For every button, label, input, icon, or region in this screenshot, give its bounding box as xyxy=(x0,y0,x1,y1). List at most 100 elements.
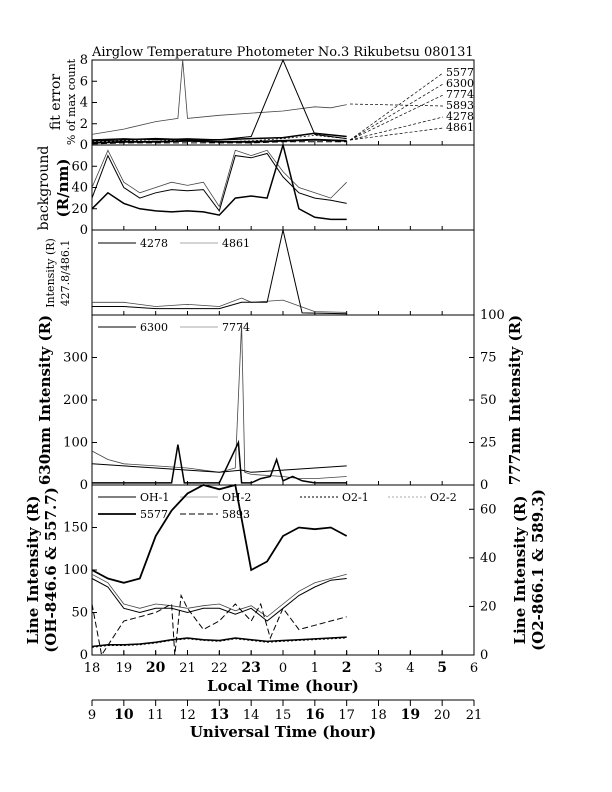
series-line-7774 xyxy=(91,463,347,473)
y2-tick-label: 0 xyxy=(480,478,488,493)
local-tick-label: 23 xyxy=(241,660,260,676)
ylabel-fit-error: fit error xyxy=(48,74,64,131)
ut-tick-label: 16 xyxy=(305,707,324,723)
local-tick-label: 3 xyxy=(374,661,382,676)
y-tick-label: 0 xyxy=(80,138,88,153)
local-tick-label: 5 xyxy=(437,660,447,676)
legend-fit-4861: 4861 xyxy=(446,121,474,134)
series-line-5577 xyxy=(91,483,348,584)
y2-tick-label: 25 xyxy=(480,436,497,451)
ut-tick-label: 18 xyxy=(370,708,387,723)
y-tick-label: 100 xyxy=(63,436,88,451)
ut-label: Universal Time (hour) xyxy=(190,723,376,741)
legend-line-intensity: OH-1 OH-2 O2-1 O2-2 5577 5893 xyxy=(98,491,457,521)
series-line-OH-1 xyxy=(91,573,347,618)
series-line-s0 xyxy=(91,59,347,135)
y-tick-label: 6 xyxy=(80,74,88,89)
legend-fit-leader-5577 xyxy=(349,72,444,141)
legend-label-5893: 5893 xyxy=(222,508,250,521)
local-time-label: Local Time (hour) xyxy=(207,677,359,695)
series-line-4278 xyxy=(92,297,347,313)
ylabel-line-intensity: Line Intensity (R) xyxy=(24,496,42,645)
local-tick-label: 4 xyxy=(406,661,414,676)
legend-fit-leader-7774 xyxy=(349,94,444,141)
ut-tick-label: 13 xyxy=(210,707,229,723)
y-tick-label: 0 xyxy=(80,648,88,663)
y-tick-label: 20 xyxy=(71,202,88,217)
panel-630-777-frame xyxy=(91,314,475,486)
y2-tick-label: 100 xyxy=(480,308,505,323)
series-line-OH-2 xyxy=(91,578,347,622)
series-line-s0 xyxy=(91,149,347,208)
series-line-O2-1 xyxy=(91,636,347,648)
legend-fit-7774: 7774 xyxy=(446,88,474,101)
legend-fit-leader-6300 xyxy=(349,83,444,141)
y2-tick-label: 40 xyxy=(480,551,497,566)
legend-label-4278: 4278 xyxy=(140,237,168,250)
ut-tick-label: 9 xyxy=(88,708,96,723)
local-tick-label: 1 xyxy=(311,661,319,676)
local-tick-label: 6 xyxy=(470,661,478,676)
y2-tick-label: 50 xyxy=(480,393,497,408)
chart-title: Airglow Temperature Photometer No.3 Riku… xyxy=(91,45,474,60)
ut-tick-label: 11 xyxy=(147,708,164,723)
y-tick-label: 150 xyxy=(63,521,88,536)
series-line-s3 xyxy=(91,134,347,143)
legend-fit-leader-4278 xyxy=(349,116,444,141)
series-line-s2 xyxy=(92,439,347,484)
legend-label-7774: 7774 xyxy=(222,321,250,334)
legend-fit-4278: 4278 xyxy=(446,110,474,123)
ylabel-intensity-4278: Intensity (R) xyxy=(44,238,57,308)
series-line-s5 xyxy=(91,141,347,145)
legend-fit-error: 5577 6300 7774 5893 4278 4861 xyxy=(349,66,474,141)
series-line-s1 xyxy=(91,152,347,213)
ylabel2-intensity-4278: 427.8/486.1 xyxy=(59,240,72,307)
ylabel-630: 630nm Intensity (R) xyxy=(36,315,54,485)
legend-fit-5893: 5893 xyxy=(446,99,474,112)
series-line-O2-2 xyxy=(91,637,347,648)
legend-fit-5577: 5577 xyxy=(446,66,474,79)
legend-label-5577: 5577 xyxy=(140,508,168,521)
series-line-s2 xyxy=(91,132,347,142)
local-tick-label: 2 xyxy=(342,660,352,676)
series-line-4861 xyxy=(92,229,347,315)
series-line-s4 xyxy=(91,138,347,144)
legend-label-o22: O2-2 xyxy=(430,491,457,504)
series-line-6300 xyxy=(91,323,347,480)
y-tick-label: 50 xyxy=(71,606,88,621)
ylabel-777: 777nm Intensity (R) xyxy=(506,315,524,485)
legend-label-oh1: OH-1 xyxy=(140,491,169,504)
ut-tick-label: 20 xyxy=(434,708,451,723)
y2-tick-label: 75 xyxy=(480,351,497,366)
panel-background-frame xyxy=(91,144,475,231)
legend-label-6300: 6300 xyxy=(140,321,168,334)
y-tick-label: 300 xyxy=(63,351,88,366)
y-tick-label: 8 xyxy=(80,53,88,68)
legend-label-4861: 4861 xyxy=(222,237,250,250)
y-tick-label: 0 xyxy=(80,478,88,493)
legend-label-oh2: OH-2 xyxy=(222,491,251,504)
y2-tick-label: 20 xyxy=(480,599,497,614)
legend-fit-leader-4861 xyxy=(349,127,444,141)
ut-tick-label: 21 xyxy=(466,708,483,723)
series-line-5893 xyxy=(91,593,347,657)
ylabel-right2-line-intensity: (O2-866.1 & 589.3) xyxy=(529,489,547,651)
local-tick-label: 0 xyxy=(279,661,287,676)
y-tick-label: 4 xyxy=(80,96,88,111)
y2-tick-label: 0 xyxy=(480,648,488,663)
local-tick-label: 19 xyxy=(116,661,133,676)
y2-tick-label: 60 xyxy=(480,502,497,517)
local-tick-label: 18 xyxy=(84,661,101,676)
ylabel2-fit-error: % of max count xyxy=(65,58,78,145)
local-tick-label: 21 xyxy=(179,661,196,676)
y-tick-label: 200 xyxy=(63,393,88,408)
legend-6300-7774: 6300 7774 xyxy=(98,321,250,334)
series-line-s2 xyxy=(91,142,347,221)
ylabel2-background: (R/nm) xyxy=(54,159,72,218)
local-tick-label: 20 xyxy=(146,660,166,676)
ut-tick-label: 10 xyxy=(114,707,134,723)
legend-fit-6300: 6300 xyxy=(446,77,474,90)
series-lines xyxy=(91,58,348,657)
y-tick-label: 0 xyxy=(80,223,88,238)
